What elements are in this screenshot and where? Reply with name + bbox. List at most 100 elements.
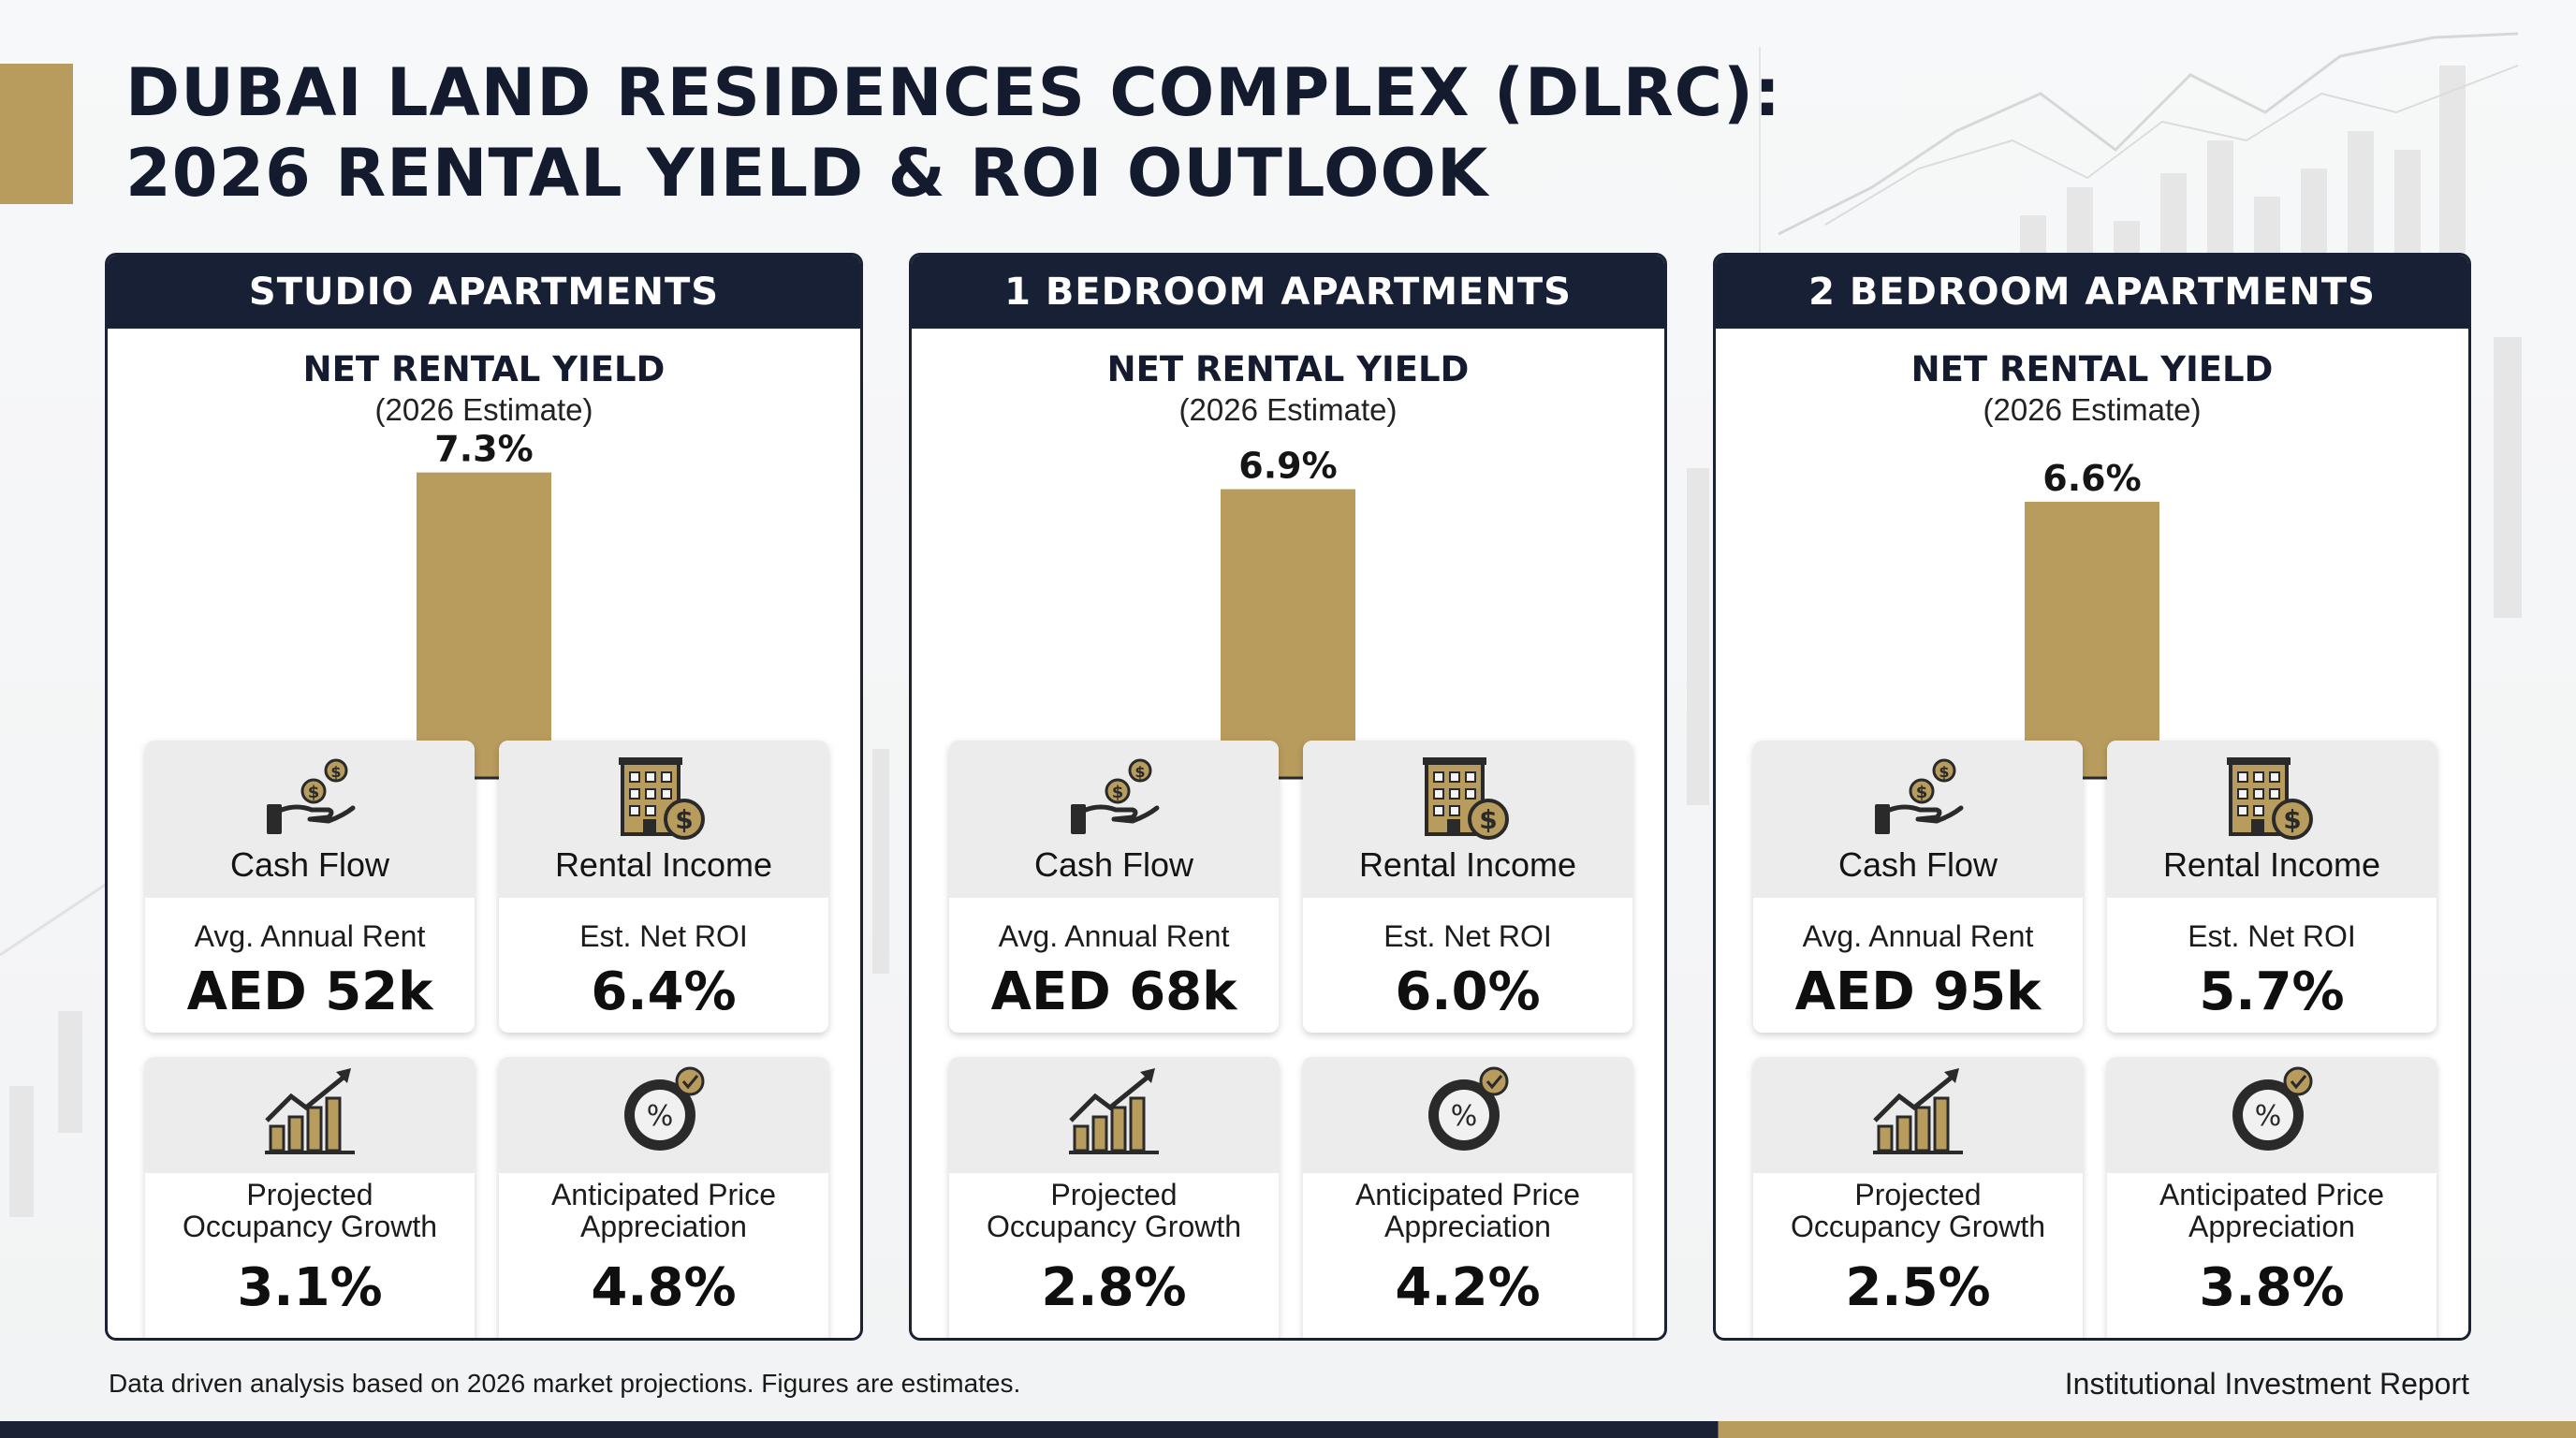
card-price-appreciation: % Anticipated Price Appreciation 3.8% — [2107, 1057, 2437, 1338]
svg-text:$: $ — [1134, 763, 1145, 781]
card-value: AED 95k — [1794, 961, 2042, 1022]
card-label: Avg. Annual Rent — [1802, 919, 2034, 953]
card-category: Rental Income — [554, 845, 773, 884]
yield-chart: NET RENTAL YIELD (2026 Estimate) 7.3% — [108, 329, 860, 969]
card-value: 6.0% — [1395, 961, 1541, 1022]
card-label: Avg. Annual Rent — [998, 919, 1230, 953]
building-dollar-icon: $ — [1423, 757, 1509, 840]
svg-text:$: $ — [1939, 763, 1949, 781]
card-label-line1: Anticipated Price — [2159, 1178, 2385, 1211]
chart-title: NET RENTAL YIELD — [1106, 349, 1470, 389]
svg-text:$: $ — [675, 804, 693, 835]
page-title-line2: 2026 RENTAL YIELD & ROI OUTLOOK — [125, 135, 1489, 212]
card-value: 3.8% — [2199, 1257, 2345, 1318]
panel-header: 2 BEDROOM APARTMENTS — [1716, 256, 2468, 329]
building-dollar-icon: $ — [2227, 757, 2313, 840]
card-occupancy-growth: Projected Occupancy Growth 2.8% — [949, 1057, 1279, 1338]
footer-report-label: Institutional Investment Report — [2064, 1367, 2469, 1401]
card-value: 4.8% — [591, 1257, 737, 1318]
card-label: Projected Occupancy Growth — [145, 1179, 475, 1242]
card-cash-flow: $ $ Cash Flow Avg. Annual Rent AED 95k — [1753, 741, 2083, 1033]
card-price-appreciation: % Anticipated Price Appreciation 4.2% — [1303, 1057, 1632, 1338]
card-value: 6.4% — [591, 961, 737, 1022]
card-label: Est. Net ROI — [579, 919, 748, 953]
card-value: 4.2% — [1395, 1257, 1541, 1318]
title-accent-block — [0, 64, 73, 204]
card-label: Anticipated Price Appreciation — [2107, 1179, 2437, 1242]
chart-subtitle: (2026 Estimate) — [1178, 392, 1398, 427]
card-value: AED 68k — [990, 961, 1237, 1022]
card-value: 3.1% — [237, 1257, 383, 1318]
card-label-line2: Appreciation — [580, 1210, 747, 1243]
page-title-line1: DUBAI LAND RESIDENCES COMPLEX (DLRC): — [125, 54, 1781, 131]
chart-title: NET RENTAL YIELD — [302, 349, 666, 389]
card-label-line1: Projected — [1050, 1178, 1178, 1211]
card-value: AED 52k — [186, 961, 433, 1022]
growth-chart-icon — [1873, 1068, 1963, 1154]
svg-text:%: % — [647, 1100, 674, 1133]
yield-value-label: 6.9% — [1238, 446, 1337, 487]
card-occupancy-growth: Projected Occupancy Growth 2.5% — [1753, 1057, 2083, 1338]
bottom-accent-bar — [0, 1421, 2576, 1438]
card-label-line2: Appreciation — [2188, 1210, 2355, 1243]
chart-subtitle: (2026 Estimate) — [374, 392, 593, 427]
svg-text:$: $ — [308, 783, 320, 802]
card-price-appreciation: % Anticipated Price Appreciation 4.8% — [499, 1057, 828, 1338]
chart-plot: 7.3% — [145, 429, 825, 780]
chart-subtitle: (2026 Estimate) — [1983, 392, 2202, 427]
card-rental-income: $ Rental Income Est. Net ROI 6.4% — [499, 741, 828, 1033]
card-value: 2.8% — [1041, 1257, 1187, 1318]
card-label: Projected Occupancy Growth — [949, 1179, 1279, 1242]
card-label-line2: Appreciation — [1384, 1210, 1551, 1243]
cash-flow-icon: $ $ — [1875, 758, 1964, 834]
card-label-line2: Occupancy Growth — [986, 1210, 1242, 1243]
card-category: Cash Flow — [1033, 845, 1194, 884]
panel-header: 1 BEDROOM APARTMENTS — [912, 256, 1664, 329]
card-label: Est. Net ROI — [1383, 919, 1552, 953]
panel-studio: STUDIO APARTMENTS NET RENTAL YIELD (2026… — [105, 253, 863, 1341]
page-title: DUBAI LAND RESIDENCES COMPLEX (DLRC): 20… — [125, 52, 1781, 213]
yield-value-label: 7.3% — [434, 429, 533, 470]
svg-text:$: $ — [1479, 804, 1497, 835]
card-label: Projected Occupancy Growth — [1753, 1179, 2083, 1242]
yield-bar — [1221, 489, 1355, 778]
building-dollar-icon: $ — [619, 757, 705, 840]
card-label: Anticipated Price Appreciation — [1303, 1179, 1632, 1242]
card-label-line2: Occupancy Growth — [182, 1210, 438, 1243]
cash-flow-icon: $ $ — [1071, 758, 1160, 834]
chart-title: NET RENTAL YIELD — [1910, 349, 2274, 389]
card-label: Est. Net ROI — [2188, 919, 2356, 953]
panel-1-bedroom: 1 BEDROOM APARTMENTS NET RENTAL YIELD (2… — [909, 253, 1667, 1341]
cash-flow-icon: $ $ — [267, 758, 356, 834]
svg-text:%: % — [2255, 1100, 2282, 1133]
card-label-line1: Projected — [246, 1178, 373, 1211]
card-rental-income: $ Rental Income Est. Net ROI 6.0% — [1303, 741, 1632, 1033]
card-rental-income: $ Rental Income Est. Net ROI 5.7% — [2107, 741, 2437, 1033]
panel-2-bedroom: 2 BEDROOM APARTMENTS NET RENTAL YIELD (2… — [1713, 253, 2471, 1341]
card-occupancy-growth: Projected Occupancy Growth 3.1% — [145, 1057, 475, 1338]
card-label-line1: Anticipated Price — [1354, 1178, 1581, 1211]
panel-header: STUDIO APARTMENTS — [108, 256, 860, 329]
svg-text:$: $ — [1916, 783, 1928, 802]
yield-bar — [2025, 501, 2159, 778]
percent-badge-icon: % — [624, 1066, 705, 1151]
card-cash-flow: $ $ Cash Flow Avg. Annual Rent AED 52k — [145, 741, 475, 1033]
card-label: Anticipated Price Appreciation — [499, 1179, 828, 1242]
card-value: 2.5% — [1845, 1257, 1991, 1318]
card-value: 5.7% — [2199, 961, 2345, 1022]
percent-badge-icon: % — [1428, 1066, 1509, 1151]
card-label-line2: Occupancy Growth — [1790, 1210, 2046, 1243]
card-category: Cash Flow — [1837, 845, 1998, 884]
card-label-line1: Anticipated Price — [550, 1178, 777, 1211]
svg-text:$: $ — [2283, 804, 2301, 835]
growth-chart-icon — [1069, 1068, 1159, 1154]
card-label-line1: Projected — [1854, 1178, 1982, 1211]
yield-chart: NET RENTAL YIELD (2026 Estimate) 6.6% — [1716, 329, 2468, 969]
svg-text:%: % — [1451, 1100, 1478, 1133]
card-cash-flow: $ $ Cash Flow Avg. Annual Rent AED 68k — [949, 741, 1279, 1033]
footer-disclaimer: Data driven analysis based on 2026 marke… — [109, 1369, 1021, 1398]
yield-bar — [417, 472, 551, 778]
card-category: Rental Income — [2162, 845, 2381, 884]
card-category: Cash Flow — [229, 845, 390, 884]
